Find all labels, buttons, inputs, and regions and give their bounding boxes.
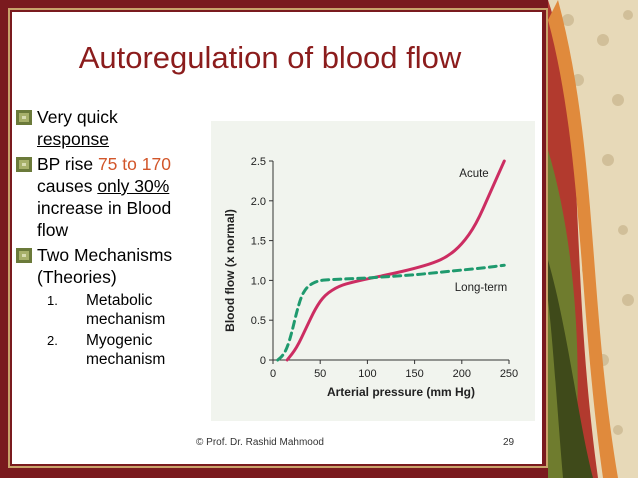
bp-range-highlight: 75 to 170 (97, 154, 171, 174)
slide-title: Autoregulation of blood flow (78, 40, 462, 75)
bullet-square-icon (16, 248, 32, 263)
bullet-text: (Theories) (37, 267, 117, 287)
sub-item-text: Myogenic (86, 332, 153, 349)
y-tick-label: 1.5 (251, 236, 266, 248)
series-label-acute: Acute (459, 168, 488, 180)
y-tick-label: 2.0 (251, 196, 266, 208)
bullet-text: Two Mechanisms (37, 245, 173, 265)
bullet-list: Very quick response BP rise 75 to 170 ca… (12, 106, 212, 371)
decorative-panel (548, 0, 638, 478)
page-number: 29 (503, 437, 515, 448)
percent-underlined: only 30% (97, 176, 170, 196)
x-tick-label: 150 (405, 368, 423, 380)
x-tick-label: 250 (500, 368, 518, 380)
x-tick-label: 50 (314, 368, 326, 380)
series-line-acute (285, 159, 506, 362)
x-tick-label: 200 (453, 368, 471, 380)
x-axis-title: Arterial pressure (mm Hg) (327, 385, 475, 399)
bullet-quick-response: Very quick response (12, 106, 212, 150)
chart-axes (272, 161, 509, 361)
chart-ticks: 0 0.5 1.0 1.5 2.0 2.5 0 50 100 150 200 250 (251, 156, 518, 380)
y-tick-label: 2.5 (251, 156, 266, 168)
frame-border (8, 8, 548, 468)
sub-item-text: Metabolic (86, 292, 153, 309)
bullet-text: causes (37, 176, 98, 196)
footer-credit: © Prof. Dr. Rashid Mahmood (196, 437, 324, 448)
bullet-text: Very quick (37, 107, 118, 127)
bullet-text: flow (37, 220, 69, 240)
autoregulation-chart: 0 0.5 1.0 1.5 2.0 2.5 0 50 100 150 200 250 Acute Lon… (223, 156, 518, 399)
series-label-long-term: Long-term (455, 282, 507, 294)
x-tick-label: 0 (270, 368, 276, 380)
bullet-bp-rise: BP rise 75 to 170 causes only 30% increa… (12, 153, 212, 241)
y-tick-label: 0.5 (251, 315, 266, 327)
y-tick-label: 0 (260, 355, 266, 367)
y-tick-label: 1.0 (251, 275, 266, 287)
bullet-text: increase in Blood (37, 198, 172, 218)
bullet-text: BP rise (37, 154, 98, 174)
y-axis-title: Blood flow (x normal) (223, 209, 237, 332)
chart-labels: Acute Long-term Arterial pressure (mm Hg) B… (223, 168, 507, 399)
bullet-two-mechanisms: Two Mechanisms (Theories) (12, 244, 212, 288)
chart-panel: 0 0.5 1.0 1.5 2.0 2.5 0 50 100 150 200 250 Acute Lon… (211, 121, 535, 421)
sub-item-text: mechanism (86, 351, 166, 368)
sub-item-text: mechanism (86, 311, 166, 328)
chart-lines (276, 159, 506, 362)
x-tick-label: 100 (358, 368, 376, 380)
sub-item-myogenic: 2. Myogenic mechanism (12, 331, 212, 369)
sub-item-number: 1. (47, 293, 58, 308)
bullet-text-underlined: response (37, 129, 109, 149)
sub-item-number: 2. (47, 333, 58, 348)
bullet-square-icon (16, 157, 32, 172)
bullet-square-icon (16, 110, 32, 125)
sub-item-metabolic: 1. Metabolic mechanism (12, 291, 212, 329)
series-line-long-term (276, 263, 506, 362)
